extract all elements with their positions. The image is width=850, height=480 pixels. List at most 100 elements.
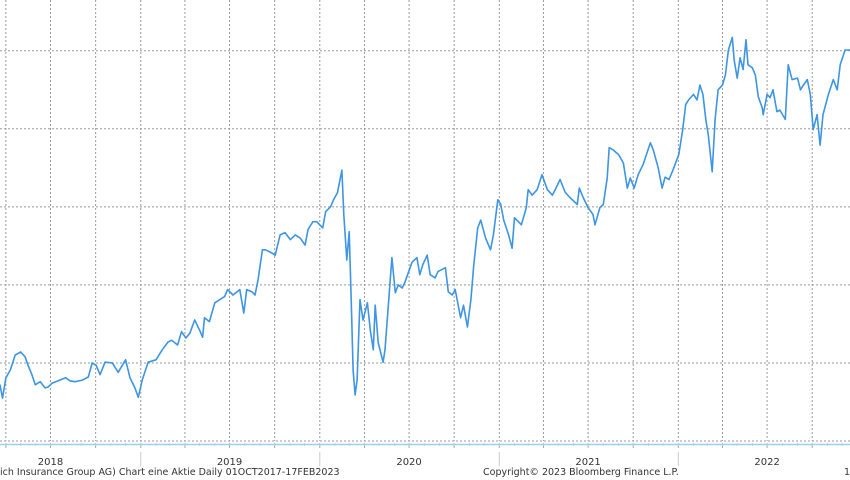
data-point xyxy=(745,39,747,41)
data-point xyxy=(284,231,286,234)
data-point xyxy=(816,114,818,116)
data-point xyxy=(251,291,253,293)
data-point xyxy=(359,299,361,301)
data-point xyxy=(633,187,635,189)
data-point xyxy=(343,214,345,216)
data-point xyxy=(369,329,371,331)
data-point xyxy=(727,49,729,51)
data-point xyxy=(470,299,472,301)
data-point xyxy=(451,294,453,296)
data-point xyxy=(354,394,356,396)
data-point xyxy=(503,219,505,221)
data-point xyxy=(372,349,374,351)
data-point xyxy=(500,203,502,206)
data-point xyxy=(199,329,201,331)
data-point xyxy=(307,228,309,231)
data-point xyxy=(541,174,543,176)
data-point xyxy=(27,364,29,366)
data-point xyxy=(692,93,695,96)
data-point xyxy=(444,267,446,269)
data-point xyxy=(702,93,704,96)
data-point xyxy=(602,203,604,206)
data-point xyxy=(762,114,764,116)
data-point xyxy=(787,64,789,66)
data-point xyxy=(525,207,527,209)
data-point xyxy=(434,277,436,279)
data-point xyxy=(226,288,229,291)
data-point xyxy=(134,387,136,389)
data-point xyxy=(203,317,206,319)
data-point xyxy=(587,207,589,209)
data-point xyxy=(554,189,556,191)
data-point xyxy=(551,194,553,196)
data-point xyxy=(352,369,354,371)
data-point xyxy=(802,84,805,86)
data-point xyxy=(316,221,318,223)
data-point xyxy=(129,377,131,379)
data-point xyxy=(714,118,716,121)
data-point xyxy=(47,386,49,388)
data-point xyxy=(717,89,719,91)
data-point xyxy=(329,206,332,208)
data-point xyxy=(299,237,301,239)
data-point xyxy=(459,317,462,319)
data-point xyxy=(377,342,379,344)
data-point xyxy=(254,294,256,296)
data-point xyxy=(527,189,529,191)
data-point xyxy=(1,397,4,399)
data-point xyxy=(637,174,639,176)
data-point xyxy=(832,79,834,81)
data-point xyxy=(582,196,584,199)
data-point xyxy=(657,167,659,169)
x-tick-label: 2021 xyxy=(575,457,600,468)
data-point xyxy=(279,234,281,236)
data-point xyxy=(387,309,389,311)
data-point xyxy=(564,191,566,193)
data-point xyxy=(569,196,571,199)
data-point xyxy=(264,249,266,251)
data-point xyxy=(649,142,651,144)
data-point xyxy=(44,387,46,389)
data-point xyxy=(39,381,41,383)
data-point xyxy=(189,332,191,334)
data-point xyxy=(612,149,614,151)
data-point xyxy=(161,349,163,351)
data-point xyxy=(382,361,384,363)
data-point xyxy=(294,234,296,236)
data-point xyxy=(99,374,101,376)
data-point xyxy=(257,279,259,281)
data-point xyxy=(779,109,781,111)
data-point xyxy=(776,111,778,113)
data-point xyxy=(661,187,663,189)
data-point xyxy=(754,74,756,76)
data-point xyxy=(429,274,431,276)
data-point xyxy=(629,177,631,179)
data-point xyxy=(731,36,733,39)
data-point xyxy=(304,244,306,246)
data-point xyxy=(484,237,487,239)
data-point xyxy=(511,247,513,249)
data-point xyxy=(14,354,16,356)
data-point xyxy=(454,288,456,291)
data-point xyxy=(356,379,358,381)
data-point xyxy=(34,384,36,386)
data-point xyxy=(141,379,143,381)
data-point xyxy=(346,259,348,261)
gridlines xyxy=(0,0,850,442)
data-point xyxy=(757,96,759,98)
data-point xyxy=(742,68,744,71)
data-point xyxy=(9,369,11,371)
data-point xyxy=(668,178,670,181)
series-group xyxy=(0,36,850,399)
data-point xyxy=(167,341,169,343)
data-point xyxy=(739,57,741,59)
data-point xyxy=(437,271,439,273)
data-point xyxy=(322,227,324,229)
data-point xyxy=(137,396,139,398)
data-point xyxy=(622,162,624,164)
data-point xyxy=(194,319,196,321)
data-point xyxy=(819,144,821,146)
x-tick-label: 2019 xyxy=(217,457,242,468)
data-point xyxy=(243,312,245,314)
